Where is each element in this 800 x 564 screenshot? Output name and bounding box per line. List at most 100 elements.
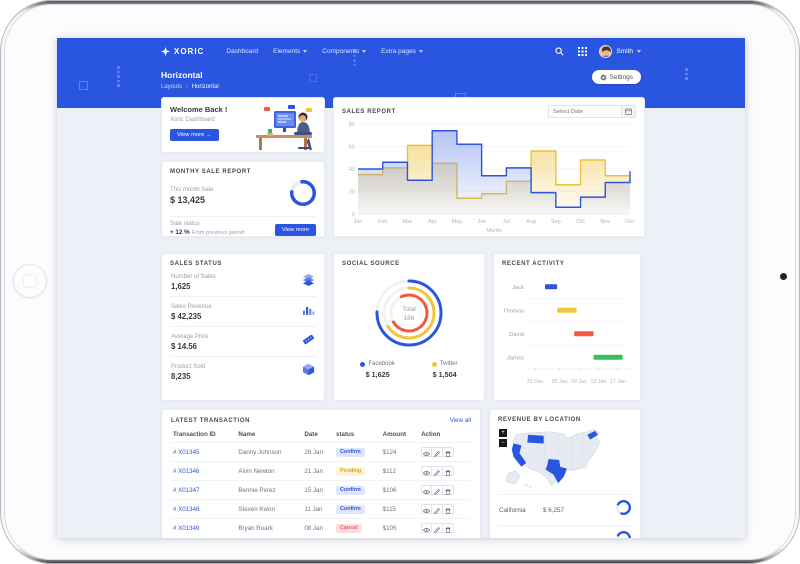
usa-map[interactable] bbox=[498, 427, 632, 489]
recent-activity-chart: Jack Thomas David James 31 Dec 05 Jan 09 Jan 13… bbox=[502, 267, 632, 392]
svg-text:Jack: Jack bbox=[512, 285, 524, 291]
delete-button[interactable] bbox=[443, 504, 455, 514]
svg-text:James: James bbox=[507, 355, 524, 361]
state-montana[interactable] bbox=[527, 434, 544, 444]
status-label: Number of Sales bbox=[171, 273, 216, 280]
view-all-link[interactable]: View all bbox=[449, 417, 471, 424]
chevron-down-icon bbox=[303, 50, 308, 53]
sales-report-card: Sales Report 0 20 40 60 80 Jan Feb Mar Apr May Jun… bbox=[333, 97, 645, 237]
sales-status-row: Product Sold 8,235 bbox=[170, 357, 316, 386]
view-button[interactable] bbox=[421, 485, 433, 495]
svg-text:Jan: Jan bbox=[354, 219, 363, 225]
delete-button[interactable] bbox=[443, 447, 455, 457]
transaction-date: 11 Jan bbox=[302, 499, 335, 519]
svg-text:Total: Total bbox=[402, 306, 416, 313]
row-actions bbox=[421, 523, 469, 533]
view-icon bbox=[422, 445, 431, 460]
revenue-by-location-card: Revenue By Location + − bbox=[489, 409, 641, 538]
delete-button[interactable] bbox=[443, 483, 455, 498]
state-alaska[interactable] bbox=[505, 470, 521, 485]
home-button[interactable] bbox=[13, 264, 47, 298]
status-badge: Confirm bbox=[336, 485, 365, 495]
state-texas[interactable] bbox=[545, 458, 567, 484]
revenue-location: New York bbox=[499, 538, 543, 539]
transaction-id-link[interactable]: # X01348 bbox=[173, 505, 200, 513]
view-button[interactable] bbox=[421, 502, 433, 517]
edit-button[interactable] bbox=[432, 483, 444, 498]
card-title: Recent Activity bbox=[502, 261, 565, 267]
search-icon[interactable] bbox=[553, 46, 565, 58]
legend-name: Facebook bbox=[368, 361, 395, 367]
monthly-donut-chart bbox=[290, 180, 316, 211]
monthly-view-more-button[interactable]: View more bbox=[274, 224, 316, 236]
status-value: 8,235 bbox=[171, 371, 191, 381]
nav-item-components[interactable]: Components bbox=[322, 48, 367, 55]
state-new-york[interactable] bbox=[587, 430, 598, 440]
card-title: Monthy Sale Report bbox=[170, 169, 252, 175]
edit-button[interactable] bbox=[432, 447, 444, 457]
chevron-down-icon bbox=[362, 50, 367, 53]
edit-button[interactable] bbox=[432, 504, 444, 514]
svg-text:20: 20 bbox=[349, 190, 355, 196]
transaction-id-link[interactable]: # X01345 bbox=[173, 448, 200, 456]
recent-activity-card: Recent Activity Jack Thomas David James 31 D… bbox=[493, 253, 641, 401]
view-button[interactable] bbox=[421, 466, 433, 476]
sales-status-row: Average Price $ 14.56 bbox=[170, 327, 316, 357]
nav-item-elements[interactable]: Elements bbox=[273, 48, 308, 55]
edit-icon bbox=[434, 483, 441, 498]
delete-button[interactable] bbox=[443, 466, 455, 476]
edit-button[interactable] bbox=[432, 466, 444, 476]
revenue-value: $ 7,253 bbox=[543, 538, 616, 539]
decor-dots bbox=[353, 50, 356, 66]
transaction-amount: $105 bbox=[382, 524, 397, 532]
transactions-table: Transaction ID Name Date status Amount Action… bbox=[171, 428, 471, 537]
nav-item-extra-pages[interactable]: Extra pages bbox=[381, 48, 423, 55]
revenue-donut-chart bbox=[615, 499, 632, 520]
svg-text:Feb: Feb bbox=[378, 219, 387, 225]
svg-text:Jul: Jul bbox=[503, 219, 510, 225]
transaction-id-link[interactable]: # X01346 bbox=[173, 467, 200, 475]
status-badge: Confirm bbox=[336, 504, 365, 514]
welcome-illustration bbox=[256, 105, 312, 150]
svg-text:60: 60 bbox=[349, 145, 355, 151]
status-badge: Confirm bbox=[336, 447, 365, 457]
svg-text:Oct: Oct bbox=[576, 219, 585, 225]
card-title: Sales Report bbox=[342, 108, 396, 115]
app-logo[interactable]: XORIC bbox=[161, 47, 204, 56]
map-zoom-out-button[interactable]: − bbox=[499, 439, 507, 447]
view-button[interactable] bbox=[421, 445, 433, 460]
select-date-input[interactable] bbox=[549, 106, 621, 117]
map-zoom-in-button[interactable]: + bbox=[499, 429, 507, 437]
revenue-value: $ 6,257 bbox=[543, 506, 565, 514]
delete-button[interactable] bbox=[443, 523, 455, 533]
edit-button[interactable] bbox=[432, 523, 444, 533]
camera-dot bbox=[780, 273, 787, 280]
transaction-name: Steven Kwon bbox=[236, 499, 303, 519]
transaction-id-link[interactable]: # X01347 bbox=[173, 486, 200, 494]
delete-icon bbox=[445, 483, 451, 498]
transaction-name: Bryan Roark bbox=[238, 524, 273, 532]
calendar-icon[interactable] bbox=[621, 106, 635, 117]
state-california[interactable] bbox=[511, 443, 527, 467]
nav-item-dashboard[interactable]: Dashboard bbox=[226, 48, 259, 55]
settings-label: Settings bbox=[609, 73, 634, 81]
breadcrumb-parent[interactable]: Layouts bbox=[161, 84, 183, 90]
svg-text:05 Jan: 05 Jan bbox=[552, 379, 568, 385]
welcome-view-more-button[interactable]: View more → bbox=[170, 129, 219, 141]
breadcrumb-current: Horizontal bbox=[191, 84, 219, 90]
table-row: # X01345 Danny Johnson 26 Jan Confirm $124 bbox=[171, 442, 471, 462]
status-value: $ 14.56 bbox=[171, 341, 198, 351]
revenue-row: California $ 6,257 bbox=[498, 494, 632, 525]
svg-text:Thomas: Thomas bbox=[503, 308, 524, 314]
apps-grid-icon[interactable] bbox=[576, 46, 588, 58]
view-icon bbox=[422, 502, 431, 517]
user-menu[interactable]: Smith bbox=[599, 45, 641, 58]
settings-button[interactable]: Settings bbox=[591, 70, 641, 84]
month-sale-label: This month Sale bbox=[170, 186, 214, 193]
view-icon bbox=[422, 521, 431, 536]
column-header: Amount bbox=[380, 428, 420, 443]
svg-text:17 Jan: 17 Jan bbox=[610, 379, 626, 385]
transaction-id-link[interactable]: # X01349 bbox=[173, 524, 200, 532]
table-row: # X01346 Alvin Newton 21 Jan Pending $112 bbox=[171, 461, 471, 481]
view-button[interactable] bbox=[421, 521, 433, 536]
